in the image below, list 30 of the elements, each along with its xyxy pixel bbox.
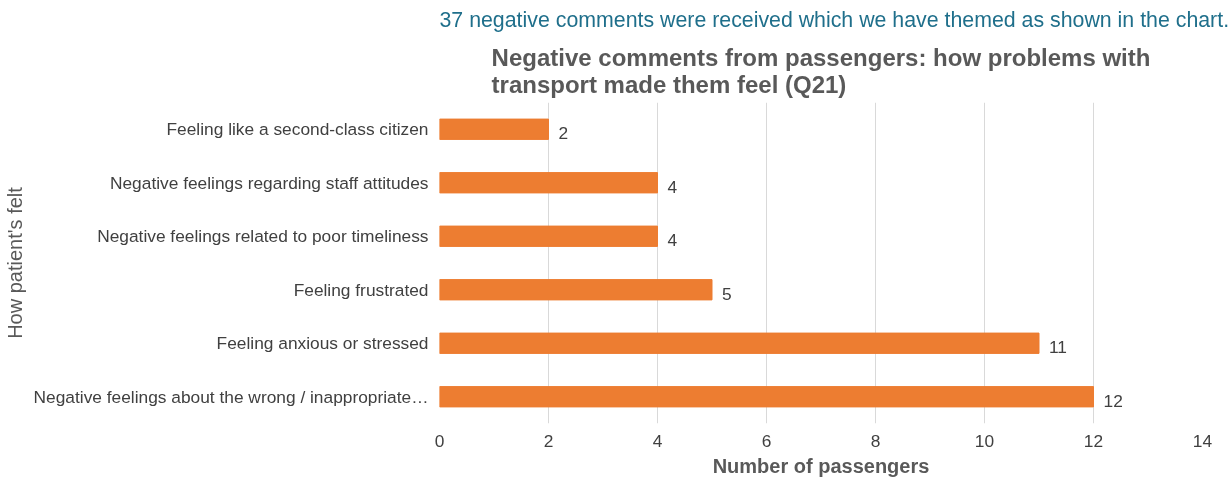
y-tick-label: Negative feelings regarding staff attitudes	[109, 172, 429, 193]
x-tick-label: 10	[974, 430, 995, 451]
y-tick-label: Negative feelings related to poor timeliness	[97, 226, 429, 247]
text: 37 negative comments were received which we have themed as shown in the chart.	[439, 7, 1230, 32]
y-tick-label: Feeling frustrated	[293, 279, 429, 300]
y-tick-label: Feeling anxious or stressed	[216, 333, 429, 354]
data-label: 4	[667, 230, 678, 251]
data-label: 2	[558, 123, 569, 144]
x-tick-label: 14	[1192, 430, 1213, 451]
x-tick-label: 8	[870, 430, 881, 451]
y-axis-title: How patient's felt	[3, 186, 26, 339]
bar	[439, 225, 658, 247]
data-label: 12	[1103, 390, 1123, 411]
bar	[439, 386, 1094, 408]
bar	[439, 279, 713, 301]
x-tick-label: 2	[543, 430, 554, 451]
x-tick-label: 4	[652, 430, 663, 451]
data-label: 11	[1049, 337, 1067, 358]
bar	[439, 118, 549, 140]
bar	[439, 172, 658, 194]
chart-title: Negative comments from passengers: how problems with transport made them feel (Q21)	[491, 43, 1151, 98]
data-label: 4	[667, 176, 678, 197]
y-tick-label: Feeling like a second-class citizen	[166, 119, 429, 140]
y-tick-label: Negative feelings about the wrong / inappropriate…	[33, 386, 429, 407]
bar	[439, 332, 1040, 354]
x-axis-title: Number of passengers	[712, 454, 930, 477]
x-tick-label: 12	[1083, 430, 1104, 451]
data-label: 5	[722, 283, 732, 304]
x-tick-label: 0	[434, 430, 445, 451]
x-tick-label: 6	[761, 430, 772, 451]
